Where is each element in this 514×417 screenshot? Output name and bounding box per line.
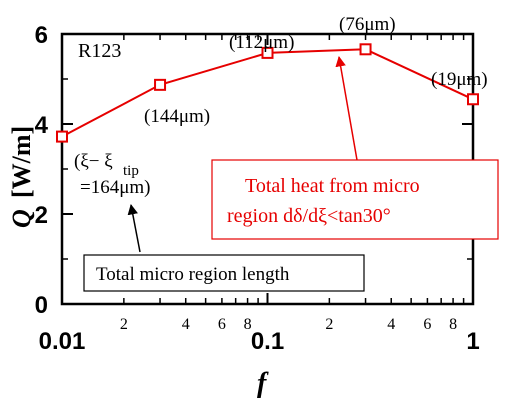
series: [56, 43, 479, 143]
point-label-19: (19μm): [431, 69, 488, 90]
x-axis-title: f: [257, 368, 269, 399]
point-label-76: (76μm): [339, 14, 396, 35]
x-tick-label: 1: [466, 328, 479, 355]
data-point: [154, 78, 167, 91]
y-tick-label: 4: [35, 112, 49, 139]
x-minor-tick-label: 2: [120, 316, 128, 333]
x-tick-label: 0.1: [251, 328, 284, 355]
series-line: [61, 48, 474, 138]
data-point: [56, 130, 68, 143]
y-tick-label: 0: [35, 292, 48, 319]
x-minor-tick-label: 6: [423, 316, 431, 333]
x-minor-tick-label: 8: [244, 316, 252, 333]
red-annotation-line2: region dδ/dξ<tan30°: [227, 205, 391, 227]
panel-label: R123: [78, 40, 121, 62]
point-label-144: (144μm): [144, 106, 210, 127]
black-annotation-text: Total micro region length: [96, 264, 290, 285]
data-point: [261, 46, 274, 59]
black-arrow: [127, 203, 141, 253]
data-point: [359, 43, 372, 56]
y-tick-label: 6: [35, 22, 48, 49]
red-annotation-box: [211, 159, 499, 240]
x-minor-tick-label: 8: [449, 316, 457, 333]
black-annotation-box: [83, 254, 365, 292]
x-minor-tick-label: 2: [325, 316, 333, 333]
annotation-xi-line2: =164μm): [80, 177, 151, 198]
x-minor-tick-label: 6: [218, 316, 226, 333]
red-annotation-line1: Total heat from micro: [245, 175, 420, 197]
y-tick-label: 2: [35, 202, 48, 229]
x-minor-tick-label: 4: [182, 316, 190, 333]
y-axis-symbol: Q: [7, 209, 36, 228]
data-point: [467, 93, 479, 106]
red-arrow: [335, 55, 358, 161]
annotation-xi-line1: (ξ− ξ: [74, 151, 113, 172]
annotation-xi-sub: tip: [123, 163, 139, 179]
ticks: 0.01 0.1 1 2 4 6 8 2 4 6 8 0 2 4 6: [35, 22, 480, 355]
x-tick-label: 0.01: [39, 328, 86, 355]
y-axis-unit: [W/m]: [7, 126, 36, 198]
x-minor-tick-label: 4: [387, 316, 395, 333]
y-axis-title: Q [W/m]: [7, 126, 36, 228]
point-label-112: (112μm): [229, 32, 294, 53]
